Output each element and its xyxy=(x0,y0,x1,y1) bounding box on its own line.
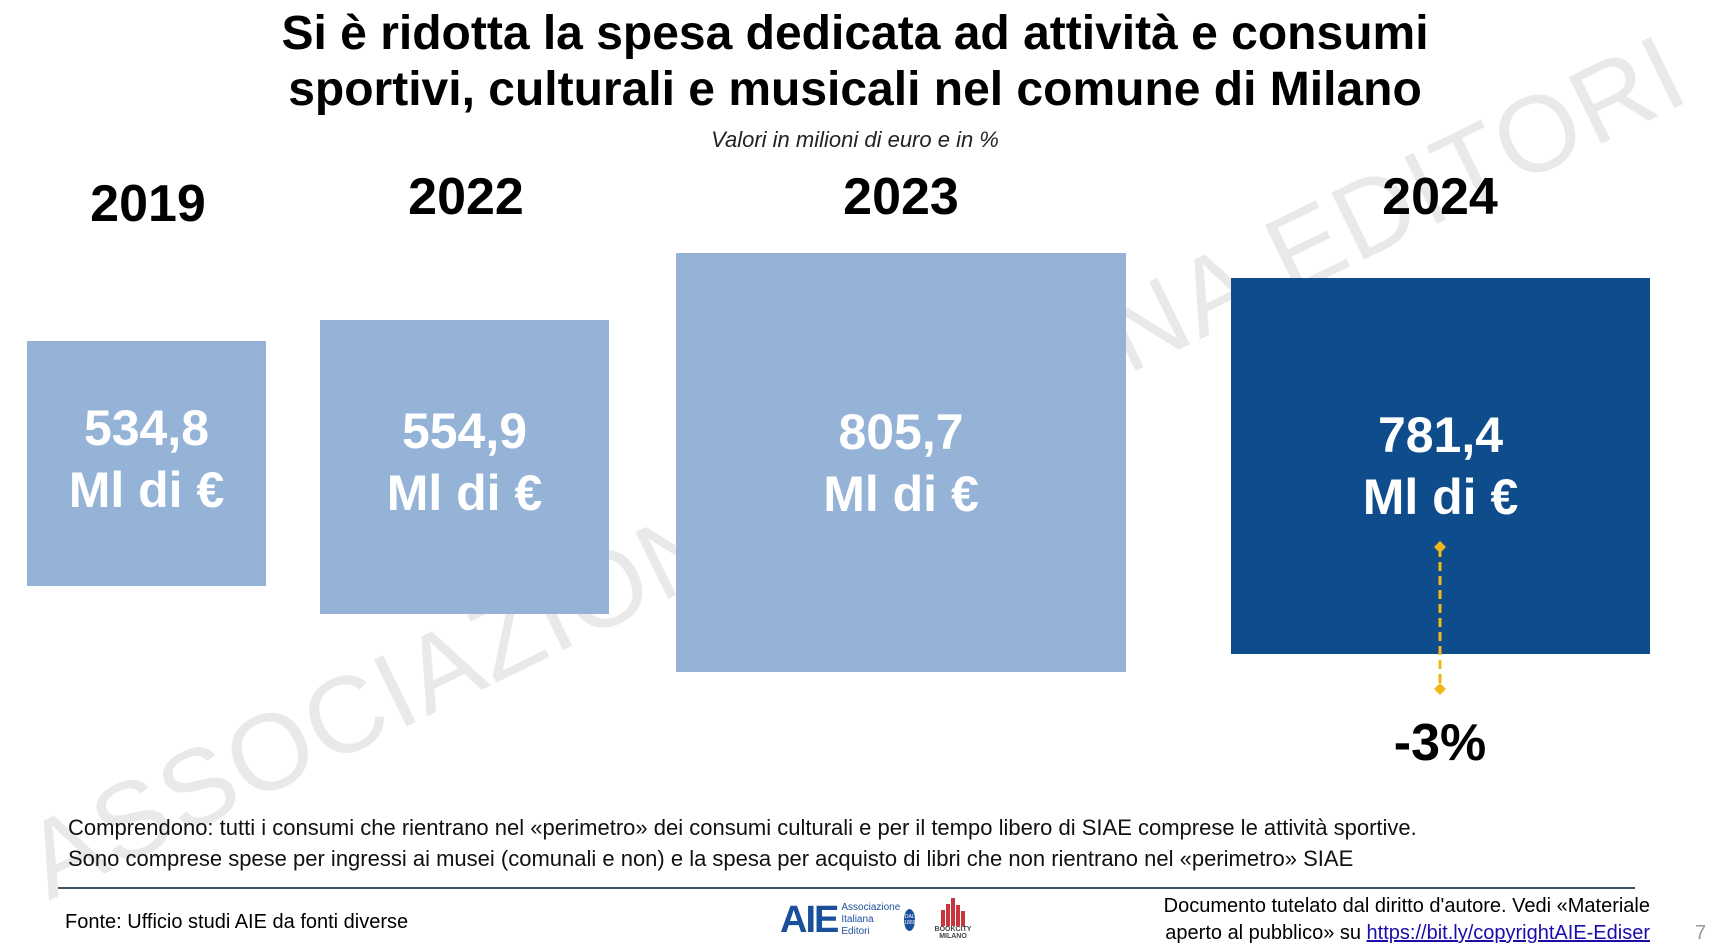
unit-label: Ml di € xyxy=(68,461,225,518)
value-label: 534,8 xyxy=(83,399,210,456)
value-label: 781,4 xyxy=(1377,407,1504,463)
unit-label: Ml di € xyxy=(1362,469,1519,525)
source-note: Fonte: Ufficio studi AIE da fonti divers… xyxy=(65,911,409,933)
value-box-2023: 805,7 Ml di € xyxy=(676,253,1126,672)
change-arrow-icon xyxy=(1434,541,1446,695)
value-box-2019: 534,8 Ml di € xyxy=(27,341,266,586)
copyright-line-2: aperto al pubblico» su xyxy=(1165,922,1367,944)
year-label-2019: 2019 xyxy=(90,175,206,233)
aie-logo-text-1: Associazione xyxy=(841,902,901,913)
bookcity-text-1: BOOKCITY xyxy=(934,926,972,933)
subtitle: Valori in milioni di euro e in % xyxy=(711,127,999,152)
copyright-line-1: Documento tutelato dal diritto d'autore.… xyxy=(1163,895,1650,917)
page-number: 7 xyxy=(1695,922,1707,944)
aie-logo: AIE Associazione Italiana Editori DAL 18… xyxy=(780,897,916,943)
year-label-2024: 2024 xyxy=(1382,168,1498,226)
page-title: Si è ridotta la spesa dedicata ad attivi… xyxy=(0,6,1710,118)
value-label: 805,7 xyxy=(838,404,964,460)
copyright-link[interactable]: https://bit.ly/copyrightAIE-Ediser xyxy=(1366,922,1650,944)
aie-badge-icon: DAL 1869 xyxy=(904,909,916,931)
bookcity-text-2: MILANO xyxy=(939,933,967,940)
aie-logo-mark: AIE xyxy=(780,898,839,941)
footnote-line-2: Sono comprese spese per ingressi ai muse… xyxy=(68,846,1354,871)
aie-logo-text-2: Italiana xyxy=(841,914,874,925)
value-box-2022: 554,9 Ml di € xyxy=(320,320,609,614)
title-line-2: sportivi, culturali e musicali nel comun… xyxy=(288,63,1422,116)
year-label-2023: 2023 xyxy=(843,168,959,226)
change-percent: -3% xyxy=(1393,714,1487,772)
unit-label: Ml di € xyxy=(386,465,543,521)
copyright-notice: Documento tutelato dal diritto d'autore.… xyxy=(1110,893,1650,947)
divider xyxy=(58,887,1635,889)
bookcity-skyline-icon xyxy=(941,898,965,926)
title-line-1: Si è ridotta la spesa dedicata ad attivi… xyxy=(281,7,1429,60)
unit-label: Ml di € xyxy=(823,466,979,522)
bookcity-logo: BOOKCITY MILANO xyxy=(925,896,981,946)
footnote-line-1: Comprendono: tutti i consumi che rientra… xyxy=(68,815,1417,840)
footnote: Comprendono: tutti i consumi che rientra… xyxy=(68,812,1417,874)
aie-logo-text: Associazione Italiana Editori xyxy=(841,902,900,938)
value-label: 554,9 xyxy=(401,403,528,459)
aie-logo-text-3: Editori xyxy=(841,926,870,937)
year-label-2022: 2022 xyxy=(408,168,524,226)
